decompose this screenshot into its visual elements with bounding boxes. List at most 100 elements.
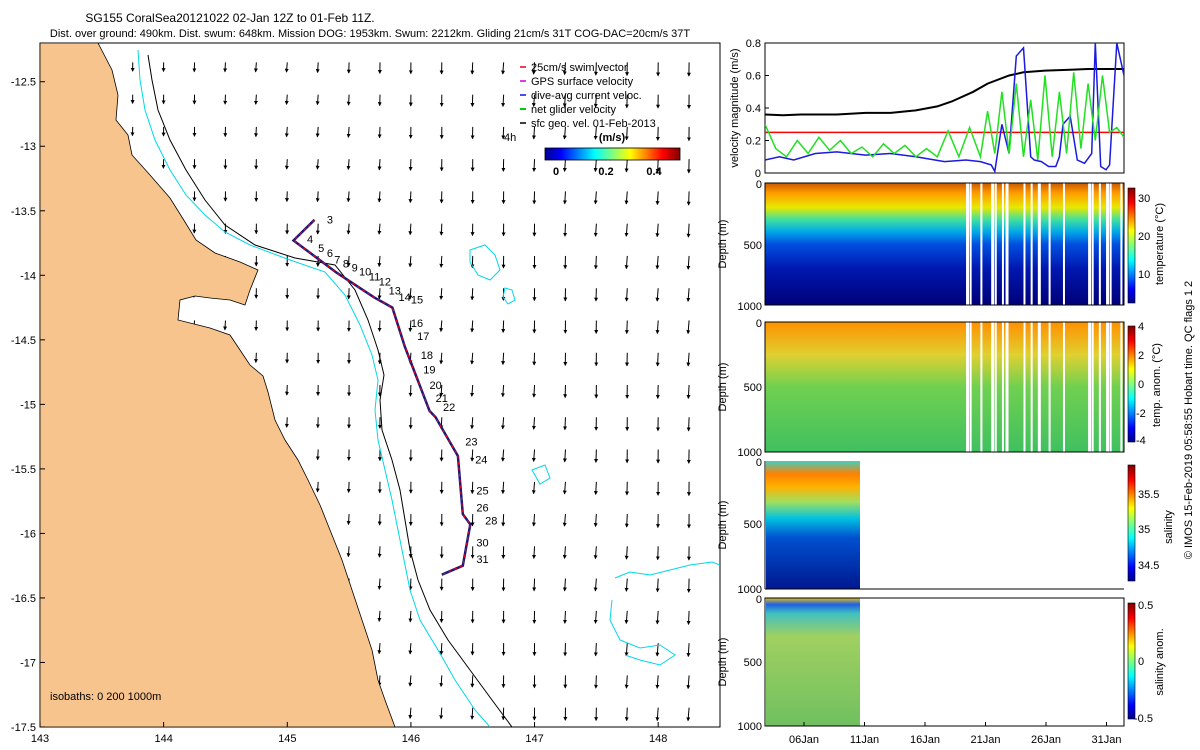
vector-arrow	[655, 288, 660, 302]
map-ytick-label: -14.5	[11, 335, 36, 347]
data-gap	[1037, 183, 1041, 305]
vector-arrow	[593, 514, 598, 528]
vector-arrow	[686, 288, 691, 302]
vector-arrow	[377, 288, 382, 300]
track-label: 26	[476, 502, 488, 514]
vector-arrow	[531, 126, 536, 140]
vector-arrow	[562, 481, 567, 495]
temp-anomaly-cbar-tick-3: -2	[1136, 408, 1146, 420]
track-label: 23	[465, 437, 477, 449]
temperature-data-gaps	[966, 183, 1123, 305]
vector-arrow	[655, 707, 660, 722]
track-label: 13	[389, 286, 401, 298]
vector-arrow	[346, 255, 351, 268]
map-xtick-label: 148	[649, 733, 667, 745]
data-gap	[1030, 183, 1033, 305]
vector-arrow	[439, 675, 444, 688]
time-axis: 06Jan 11Jan 16Jan 21Jan 26Jan 31Jan	[789, 722, 1121, 746]
data-gap	[991, 183, 995, 305]
vector-arrow	[408, 223, 413, 236]
time-tick-label: 11Jan	[850, 734, 879, 746]
map-ytick-label: -16	[20, 528, 36, 540]
velocity-ytick-label: 0.6	[746, 71, 761, 83]
temp-anomaly-ytick-0: 0	[756, 318, 762, 330]
vector-arrow	[439, 707, 444, 720]
vector-arrow	[686, 707, 691, 722]
velocity-series	[765, 43, 1124, 173]
map-axes: 143 144 145 146 147 148-12.5-13-13.5-14-14.5-…	[11, 77, 667, 745]
vector-arrow	[624, 159, 629, 173]
vector-arrow	[655, 578, 660, 593]
temperature-ytick-2: 1000	[738, 301, 762, 313]
vector-arrow	[439, 320, 444, 333]
velocity-axes: 0 0.2 0.4 0.6 0.8	[746, 38, 769, 180]
data-gap	[1088, 183, 1092, 305]
legend-dac: dive-avg current veloc.	[531, 90, 642, 102]
data-gap	[966, 322, 970, 452]
vector-arrow	[470, 417, 475, 430]
data-gap	[1037, 322, 1041, 452]
vector-arrow	[315, 223, 320, 235]
temp-anomaly-cbar-tick-4: -4	[1136, 435, 1146, 447]
vector-arrow	[655, 191, 660, 206]
salinity-panel: Depth (m) 0 500 1000 35.5 35 34.5 salini…	[717, 457, 1175, 596]
figure-title: SG155 CoralSea20121022 02-Jan 12Z to 01-…	[85, 11, 374, 25]
salinity-ytick-1: 500	[744, 519, 762, 531]
map-legend: 25cm/s swim vector GPS surface velocity …	[504, 62, 681, 178]
salinity-ylabel: Depth (m)	[717, 501, 729, 550]
salinity-anomaly-ytick-1: 500	[744, 657, 762, 669]
vector-arrow	[686, 417, 691, 432]
temperature-panel: Depth (m) 0 500 1000 30 20 10 temperatur…	[717, 179, 1166, 313]
vector-arrow	[501, 514, 506, 527]
data-gap	[969, 183, 972, 305]
data-gap	[1030, 322, 1033, 452]
vector-arrow	[346, 94, 351, 106]
track-label: 16	[411, 318, 423, 330]
vector-arrow	[686, 320, 691, 335]
data-gap	[1048, 322, 1051, 452]
data-gap	[1106, 322, 1110, 452]
vector-arrow	[531, 417, 536, 430]
temp-anomaly-ytick-1: 500	[744, 382, 762, 394]
track-label: 7	[334, 255, 340, 267]
salinity-anomaly-cbar-tick-0: 0.5	[1138, 600, 1153, 612]
vector-arrow	[624, 191, 629, 205]
temp-anomaly-ylabel: Depth (m)	[717, 363, 729, 412]
salinity-anomaly-colorbar	[1127, 602, 1136, 720]
salinity-ytick-0: 0	[756, 457, 762, 469]
vector-arrow	[254, 352, 259, 364]
data-gap	[1098, 322, 1101, 452]
footer-note: © IMOS 15-Feb-2019 05:58:55 Hobart time.…	[1183, 281, 1195, 559]
vector-arrow	[562, 449, 567, 463]
reef-outline-1	[469, 244, 501, 281]
velocity-series-blue	[765, 43, 1124, 173]
vector-arrow	[439, 223, 444, 236]
map-ytick-label: -14	[20, 270, 36, 282]
isobath-1000m	[147, 54, 513, 727]
velocity-series-green	[765, 72, 1124, 161]
vector-arrow	[686, 384, 691, 400]
vector-arrow	[223, 62, 228, 73]
vector-arrow	[593, 255, 598, 270]
isobath-200m	[137, 49, 491, 727]
velocity-ytick-label: 0.4	[746, 103, 761, 115]
legend-sfc: sfc geo. vel. 01-Feb-2013	[531, 118, 656, 130]
velocity-ylabel: velocity magnitude (m/s)	[729, 48, 741, 167]
vector-arrow	[439, 384, 444, 397]
vector-arrow	[531, 481, 536, 495]
vector-arrow	[562, 159, 567, 172]
data-gap	[1088, 322, 1092, 452]
data-gap	[1005, 322, 1009, 452]
track-label: 22	[443, 402, 455, 414]
track-label: 20	[429, 380, 441, 392]
vector-arrow	[408, 707, 413, 720]
vector-arrow	[408, 320, 413, 332]
vector-arrow	[408, 643, 413, 655]
vector-arrow	[284, 159, 289, 170]
track-label: 11	[369, 271, 380, 283]
data-gap	[994, 183, 997, 305]
map-ytick-label: -15	[20, 399, 36, 411]
vector-arrow	[346, 223, 351, 235]
temperature-ytick-1: 500	[744, 240, 762, 252]
